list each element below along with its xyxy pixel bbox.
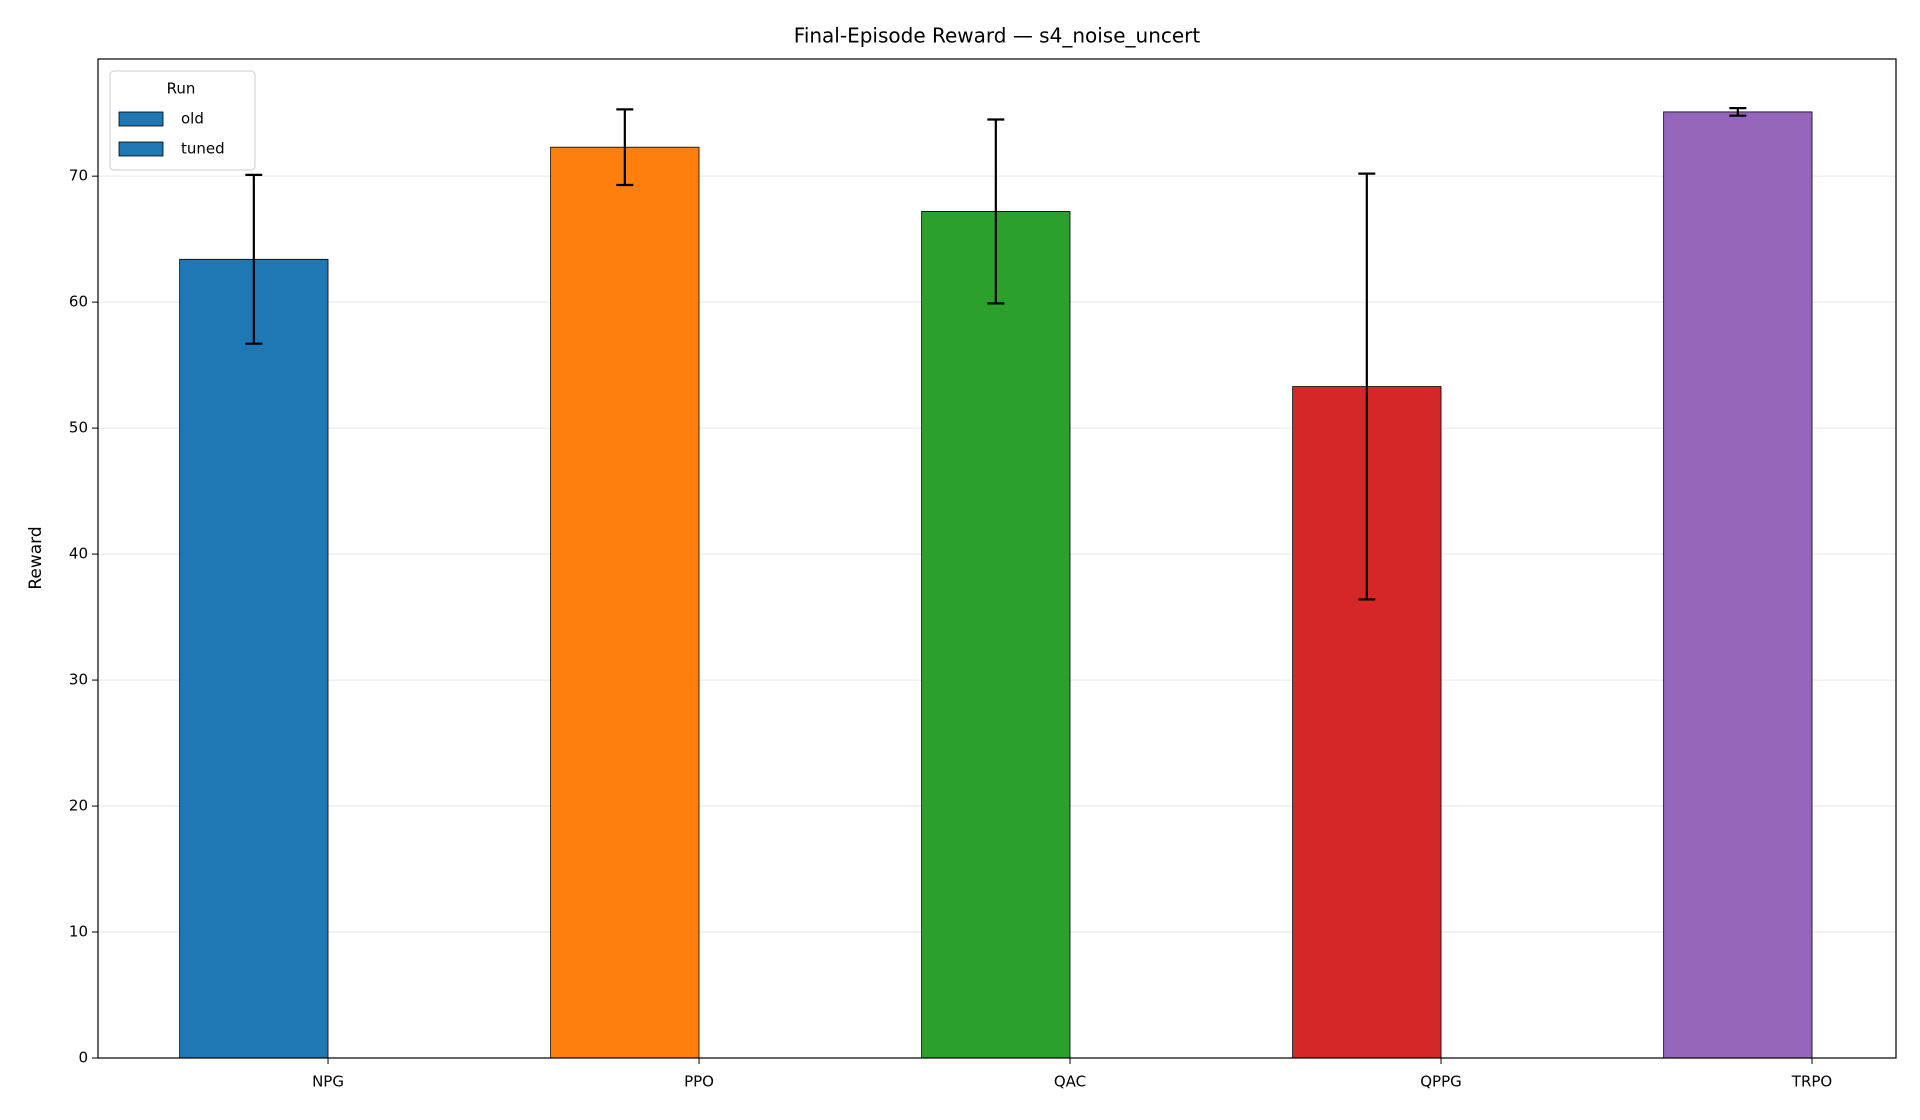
y-tick-label: 10 xyxy=(69,923,88,941)
legend-swatch xyxy=(118,111,164,127)
x-tick-label: TRPO xyxy=(1791,1073,1832,1091)
y-tick-label: 0 xyxy=(78,1049,88,1067)
x-tick-label: QPPG xyxy=(1420,1073,1462,1091)
legend-title: Run xyxy=(167,80,196,98)
chart-title: Final-Episode Reward — s4_noise_uncert xyxy=(794,24,1201,48)
y-tick-label: 70 xyxy=(69,167,88,185)
legend-swatch xyxy=(118,141,164,157)
y-tick-label: 50 xyxy=(69,419,88,437)
legend-label: tuned xyxy=(181,140,225,158)
legend-label: old xyxy=(181,110,204,128)
bar xyxy=(179,258,329,1059)
x-tick-label: QAC xyxy=(1054,1073,1086,1091)
y-axis-label: Reward xyxy=(26,526,46,589)
x-tick-label: PPO xyxy=(684,1073,714,1091)
y-tick-label: 60 xyxy=(69,293,88,311)
bar xyxy=(921,211,1071,1059)
y-tick-label: 40 xyxy=(69,545,88,563)
bar xyxy=(550,146,700,1059)
x-tick-label: NPG xyxy=(312,1073,344,1091)
y-tick-label: 30 xyxy=(69,671,88,689)
y-tick-label: 20 xyxy=(69,797,88,815)
bar xyxy=(1663,111,1813,1059)
plot-frame xyxy=(97,58,1897,1059)
